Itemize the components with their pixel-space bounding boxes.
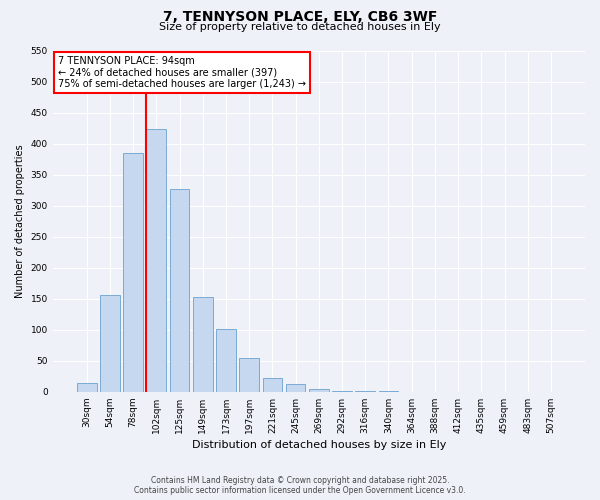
Text: Contains HM Land Registry data © Crown copyright and database right 2025.
Contai: Contains HM Land Registry data © Crown c…	[134, 476, 466, 495]
Text: 7 TENNYSON PLACE: 94sqm
← 24% of detached houses are smaller (397)
75% of semi-d: 7 TENNYSON PLACE: 94sqm ← 24% of detache…	[58, 56, 306, 90]
Bar	[309, 388, 329, 392]
Bar	[146, 129, 166, 392]
Bar	[286, 384, 305, 392]
Bar	[170, 188, 190, 392]
Text: 7, TENNYSON PLACE, ELY, CB6 3WF: 7, TENNYSON PLACE, ELY, CB6 3WF	[163, 10, 437, 24]
Bar	[100, 294, 120, 392]
Bar	[332, 390, 352, 392]
Bar	[239, 358, 259, 392]
Bar	[123, 153, 143, 392]
Bar	[355, 391, 375, 392]
Bar	[216, 328, 236, 392]
Bar	[263, 378, 282, 392]
Bar	[193, 297, 212, 392]
Text: Size of property relative to detached houses in Ely: Size of property relative to detached ho…	[159, 22, 441, 32]
Bar	[379, 391, 398, 392]
X-axis label: Distribution of detached houses by size in Ely: Distribution of detached houses by size …	[191, 440, 446, 450]
Y-axis label: Number of detached properties: Number of detached properties	[15, 144, 25, 298]
Bar	[77, 382, 97, 392]
